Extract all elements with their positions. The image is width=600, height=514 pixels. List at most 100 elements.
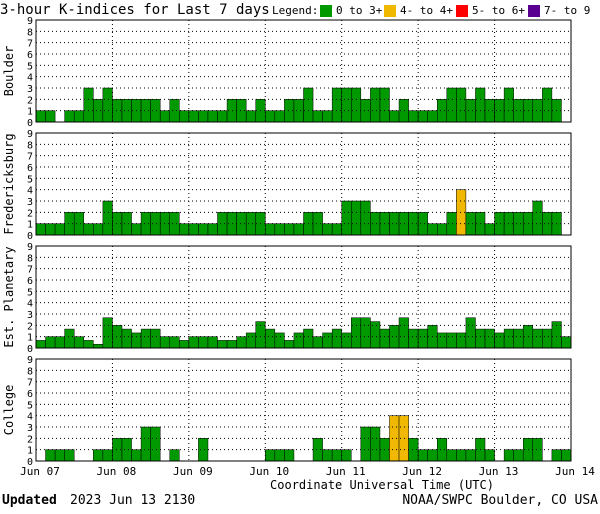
y-tick-label: 0 <box>27 457 33 468</box>
bar <box>446 87 457 123</box>
bar <box>265 328 276 349</box>
bar <box>503 328 514 349</box>
y-tick-label: 7 <box>27 378 33 389</box>
bar <box>140 328 151 349</box>
bar <box>370 212 381 236</box>
bar <box>274 223 285 236</box>
bar <box>293 332 304 349</box>
updated-time: 2023 Jun 13 2130 <box>70 493 195 508</box>
bar <box>102 317 113 349</box>
y-tick-label: 9 <box>27 355 33 366</box>
bar <box>389 212 400 236</box>
panel-frame <box>35 132 572 236</box>
bar <box>150 426 161 462</box>
bar <box>465 449 476 462</box>
x-tick-label: Jun 11 <box>326 465 366 478</box>
y-tick-label: 0 <box>27 118 33 129</box>
bar <box>542 212 553 236</box>
bar <box>102 87 113 123</box>
bar <box>456 449 467 462</box>
bar <box>532 200 543 236</box>
y-tick-label: 6 <box>27 50 33 61</box>
bar <box>293 99 304 123</box>
y-tick-label: 1 <box>27 446 33 457</box>
legend-entry-0-to-3: 0 to 3+ <box>336 4 383 17</box>
bar <box>360 426 371 462</box>
bar <box>427 449 438 462</box>
bar <box>188 336 199 349</box>
bar <box>169 212 180 236</box>
bar <box>331 328 342 349</box>
bar <box>73 110 85 123</box>
bar <box>45 336 56 349</box>
y-tick-label: 2 <box>27 208 33 219</box>
bar <box>284 340 295 349</box>
bar <box>245 332 256 349</box>
bar <box>265 223 276 236</box>
bar <box>198 336 209 349</box>
panel-label: College <box>2 385 16 436</box>
bar <box>93 99 104 123</box>
bar <box>312 336 323 349</box>
bar <box>417 449 428 462</box>
panel-frame <box>35 19 572 123</box>
bar <box>35 110 46 123</box>
bar <box>351 87 362 123</box>
bar <box>465 317 476 349</box>
updated-label: Updated <box>2 493 57 508</box>
bar <box>54 223 65 236</box>
bar <box>45 110 56 123</box>
legend-entry-7-to-9: 7- to 9 <box>544 4 590 17</box>
bar <box>379 87 390 123</box>
bar <box>131 332 142 349</box>
bar <box>475 87 486 123</box>
bar <box>93 344 104 349</box>
y-tick-label: 1 <box>27 107 33 118</box>
bar <box>73 336 85 349</box>
y-tick-label: 9 <box>27 129 33 140</box>
bar <box>198 110 209 123</box>
bar <box>169 99 180 123</box>
bar <box>322 223 333 236</box>
bar <box>102 200 113 236</box>
bar <box>274 110 285 123</box>
legend: Legend: 0 to 3+ 4- to 4+ 5- to 6+ 7- to … <box>272 4 590 17</box>
bar <box>102 449 113 462</box>
bar <box>274 449 285 462</box>
bar <box>217 110 228 123</box>
y-tick-label: 4 <box>27 186 33 197</box>
bar <box>35 223 46 236</box>
bar <box>370 426 381 462</box>
panel-label: Est. Planetary <box>2 246 16 347</box>
y-tick-label: 4 <box>27 412 33 423</box>
x-axis-title: Coordinate Universal Time (UTC) <box>270 478 494 492</box>
bar <box>284 449 295 462</box>
y-tick-label: 8 <box>27 253 33 264</box>
y-tick-label: 5 <box>27 287 33 298</box>
x-tick-label: Jun 08 <box>97 465 137 478</box>
bar <box>465 99 476 123</box>
bar <box>245 110 256 123</box>
bar <box>360 200 371 236</box>
bar <box>427 110 438 123</box>
bar <box>341 449 352 462</box>
y-tick-label: 1 <box>27 333 33 344</box>
legend-swatch-5-to-6 <box>456 5 468 17</box>
bar <box>513 212 524 236</box>
bar <box>513 328 524 349</box>
bar <box>159 110 170 123</box>
bar <box>217 340 228 349</box>
bar <box>437 99 448 123</box>
bar <box>140 212 151 236</box>
bar <box>93 223 104 236</box>
bar <box>93 449 104 462</box>
bar <box>236 336 247 349</box>
bar <box>64 110 75 123</box>
y-tick-label: 8 <box>27 27 33 38</box>
bar <box>551 449 562 462</box>
bar <box>274 332 285 349</box>
bar <box>198 223 209 236</box>
bar <box>322 110 333 123</box>
